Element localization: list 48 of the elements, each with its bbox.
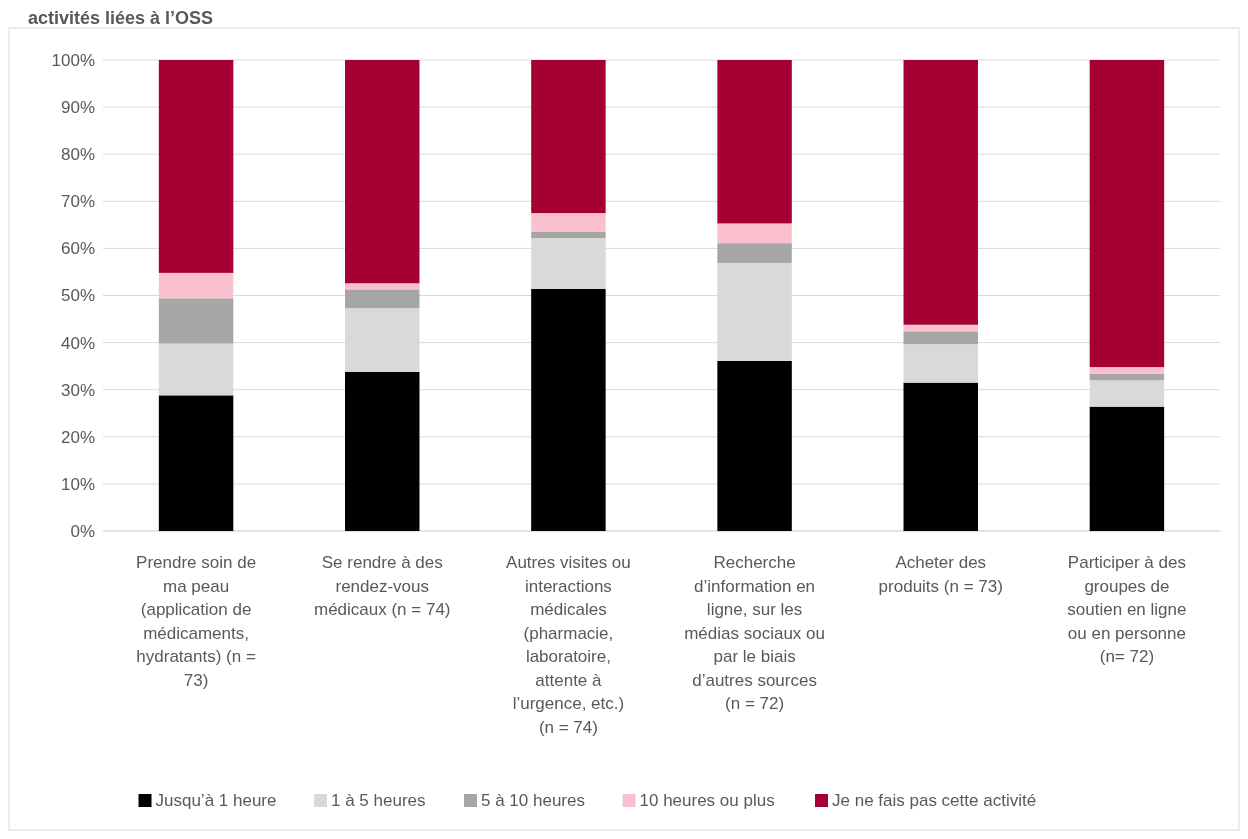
x-tick-label: Autres visites ou interactions médicales (pharmacie, laboratoire, attente à l’urgence, etc.) (n = 74) <box>506 553 631 737</box>
bar <box>903 324 978 332</box>
y-tick-label: 50% <box>60 286 95 306</box>
bar <box>345 60 420 284</box>
x-tick-label: Se rendre à des rendez-vous médicaux (n = 74) <box>313 553 451 619</box>
x-tick-label: Recherche d’information en ligne, sur les médias sociaux ou par le biais d’autres sources (n = 72) <box>684 553 825 713</box>
bar <box>903 331 978 345</box>
y-tick-label: 10% <box>60 474 95 494</box>
bar <box>1089 367 1165 374</box>
y-tick-label: 100% <box>51 50 95 70</box>
bar <box>1089 373 1165 381</box>
bar <box>717 223 792 244</box>
bar <box>903 382 978 531</box>
bar <box>717 360 792 531</box>
bar <box>1089 406 1165 531</box>
y-tick-label: 40% <box>60 333 95 353</box>
legend-label: 10 heures ou plus <box>639 791 775 810</box>
bar <box>531 288 606 531</box>
bar <box>158 60 234 273</box>
legend-label: Jusqu’à 1 heure <box>155 791 277 810</box>
x-tick-label: Acheter des produits (n = 73) <box>878 553 1003 596</box>
bar <box>531 213 606 232</box>
bar <box>531 60 606 214</box>
y-tick-label: 0% <box>70 521 95 541</box>
y-tick-label: 30% <box>60 380 95 400</box>
y-tick-label: 90% <box>60 98 95 118</box>
y-tick-label: 70% <box>60 192 95 212</box>
bar <box>345 371 420 531</box>
legend-label: 1 à 5 heures <box>331 791 426 810</box>
bar <box>717 243 792 263</box>
x-tick-label: Prendre soin de ma peau (application de médicaments, hydratants) (n = 73) <box>136 553 257 690</box>
y-tick-label: 60% <box>60 239 95 259</box>
x-tick-label: Participer à des groupes de soutien en ligne ou en personne (n= 72) <box>1067 553 1187 666</box>
bar <box>158 395 234 531</box>
chart-title: activités liées à l’OSS <box>28 8 214 28</box>
bar <box>531 231 606 239</box>
legend-label: Je ne fais pas cette activité <box>832 791 1037 810</box>
bar <box>158 298 234 344</box>
bar <box>717 60 792 224</box>
bar <box>903 60 978 325</box>
legend-label: 5 à 10 heures <box>481 791 585 810</box>
bar <box>345 289 420 309</box>
bar <box>1089 60 1165 368</box>
bar <box>903 344 978 383</box>
bar <box>158 272 234 299</box>
bar <box>345 283 420 290</box>
y-tick-label: 80% <box>60 145 95 165</box>
y-tick-label: 20% <box>60 427 95 447</box>
